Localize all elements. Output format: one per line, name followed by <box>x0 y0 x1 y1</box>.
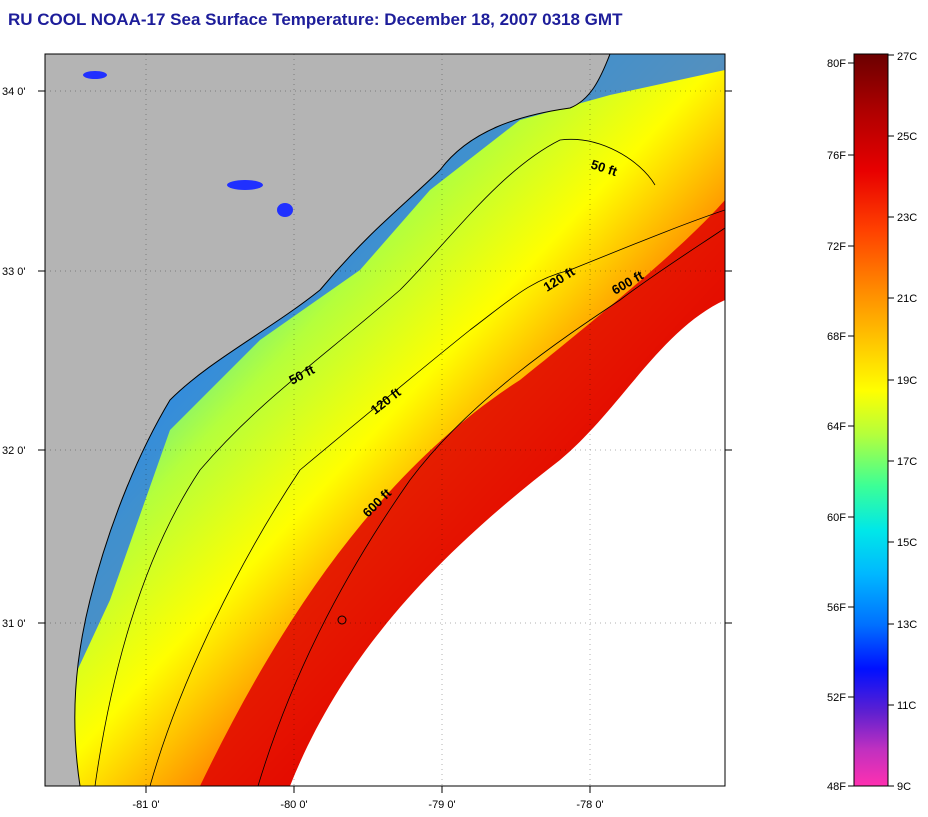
colorbar-c-label: 17C <box>897 456 917 468</box>
lon-label: -81 0' <box>132 799 159 811</box>
colorbar-c-label: 25C <box>897 131 917 143</box>
contour-120ft <box>149 209 725 786</box>
contour-600ft <box>257 227 725 786</box>
colorbar-c-label: 21C <box>897 293 917 305</box>
lon-label: -80 0' <box>280 799 307 811</box>
lake-marker <box>227 180 263 190</box>
colorbar-c-label: 19C <box>897 375 917 387</box>
colorbar-f-label: 60F <box>827 512 846 524</box>
axis-ticks <box>38 90 732 793</box>
grid-lines <box>45 54 725 786</box>
coastline <box>74 54 611 786</box>
colorbar-ticks <box>848 54 894 787</box>
colorbar-c-label: 15C <box>897 537 917 549</box>
land-mass <box>45 54 610 786</box>
colorbar-f-label: 80F <box>827 58 846 70</box>
colorbar-f-label: 64F <box>827 421 846 433</box>
lake-marker <box>277 203 293 217</box>
lat-label: 33 0' <box>2 266 26 278</box>
colorbar-f-label: 56F <box>827 602 846 614</box>
colorbar-f-label: 68F <box>827 331 846 343</box>
colorbar <box>853 53 889 787</box>
cloud-cover <box>290 300 725 786</box>
colorbar-c-label: 13C <box>897 619 917 631</box>
lon-label: -78 0' <box>576 799 603 811</box>
colorbar-f-label: 72F <box>827 241 846 253</box>
lat-label: 34 0' <box>2 86 26 98</box>
lon-label: -79 0' <box>428 799 455 811</box>
colorbar-f-label: 48F <box>827 781 846 793</box>
lat-label: 32 0' <box>2 445 26 457</box>
colorbar-c-label: 23C <box>897 212 917 224</box>
colorbar-c-label: 27C <box>897 51 917 63</box>
contour-50ft <box>94 138 656 786</box>
colorbar-f-label: 76F <box>827 150 846 162</box>
lat-label: 31 0' <box>2 618 26 630</box>
lake-marker <box>83 71 107 79</box>
map-border <box>44 53 726 787</box>
map-title: RU COOL NOAA-17 Sea Surface Temperature:… <box>8 10 623 29</box>
colorbar-c-label: 11C <box>897 700 916 712</box>
station-marker <box>337 615 347 625</box>
colorbar-f-label: 52F <box>827 692 846 704</box>
colorbar-c-label: 9C <box>897 781 911 793</box>
